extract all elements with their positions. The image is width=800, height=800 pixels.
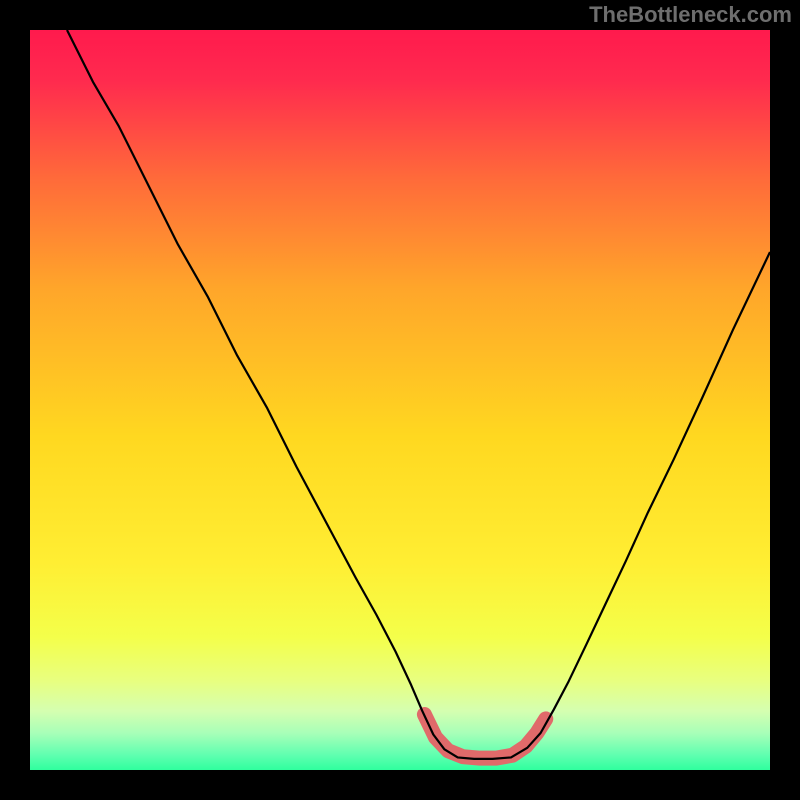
chart-container: TheBottleneck.com bbox=[0, 0, 800, 800]
chart-frame bbox=[0, 0, 800, 30]
chart-frame bbox=[0, 0, 30, 800]
chart-frame bbox=[0, 770, 800, 800]
chart-frame bbox=[770, 0, 800, 800]
bottleneck-chart bbox=[0, 0, 800, 800]
